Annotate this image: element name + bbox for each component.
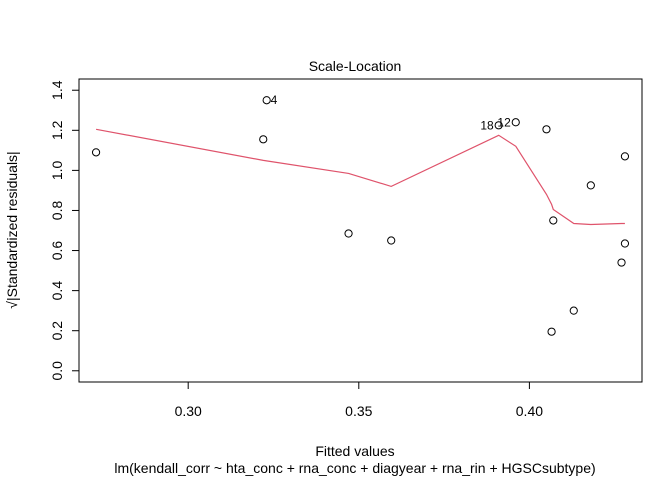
y-tick-label: 0.2: [49, 321, 65, 341]
x-axis-label: Fitted values: [315, 443, 394, 459]
y-axis-label: √|Standardized residuals|: [4, 151, 20, 308]
data-point: [549, 216, 558, 225]
y-tick-label: 1.0: [49, 160, 65, 180]
x-tick-label: 0.35: [345, 403, 372, 419]
data-point: [262, 96, 271, 105]
y-tick-label: 1.4: [49, 80, 65, 100]
data-point: [91, 148, 101, 157]
smoothed-trend-line: [95, 128, 625, 226]
data-points: [91, 96, 630, 336]
model-formula-subtitle: lm(kendall_corr ~ hta_conc + rna_conc + …: [114, 460, 595, 476]
y-tick-label: 0.8: [49, 201, 65, 221]
data-point: [494, 121, 503, 130]
data-point: [259, 135, 268, 144]
y-tick-label: 0.6: [49, 241, 65, 261]
data-point: [542, 125, 551, 134]
data-point: [586, 181, 595, 190]
point-labels: 4 18 12: [271, 93, 511, 132]
data-point: [620, 239, 630, 248]
y-tick-label: 0.0: [49, 361, 65, 381]
data-point: [387, 236, 396, 245]
x-tick-label: 0.40: [516, 403, 543, 419]
y-tick-label: 1.2: [49, 120, 65, 140]
plot-frame: [78, 78, 643, 383]
data-point: [569, 306, 578, 315]
point-label: 12: [497, 115, 511, 129]
y-axis: 0.0 0.2 0.4 0.6 0.8 1.0 1.2 1.4: [49, 80, 80, 381]
data-point: [511, 118, 520, 127]
y-tick-label: 0.4: [49, 281, 65, 301]
data-point: [617, 258, 626, 267]
data-point: [344, 229, 353, 238]
point-label: 4: [271, 93, 278, 107]
point-label: 18: [480, 118, 494, 132]
x-tick-label: 0.30: [175, 403, 202, 419]
x-axis: 0.30 0.35 0.40: [175, 381, 543, 419]
data-point: [620, 152, 630, 161]
chart-title: Scale-Location: [309, 58, 402, 74]
data-point: [547, 327, 556, 336]
